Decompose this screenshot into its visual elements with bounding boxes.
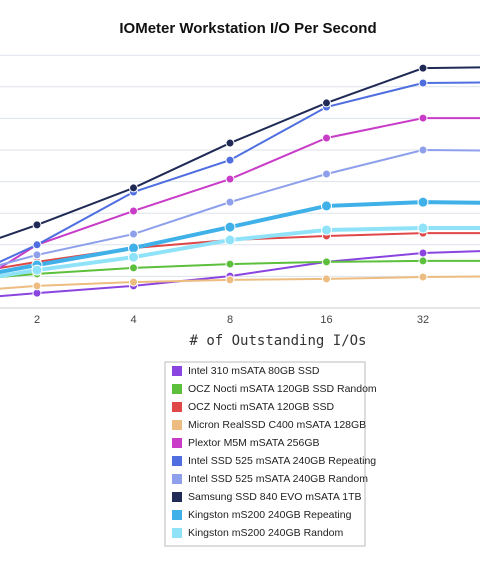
legend-label: Samsung SSD 840 EVO mSATA 1TB	[188, 491, 362, 503]
legend-label: OCZ Nocti mSATA 120GB SSD Random	[188, 383, 377, 395]
x-tick-label: 32	[417, 314, 429, 326]
x-tick-label: 2	[34, 314, 40, 326]
data-point	[417, 196, 429, 208]
data-point	[418, 113, 428, 123]
legend-swatch	[172, 474, 182, 484]
legend-swatch	[172, 456, 182, 466]
data-point	[32, 281, 42, 291]
plot-area	[0, 54, 480, 298]
x-axis-title: # of Outstanding I/Os	[189, 333, 366, 349]
data-point	[225, 155, 235, 165]
data-point	[129, 183, 138, 193]
data-point	[32, 220, 42, 230]
legend-swatch	[172, 420, 182, 430]
data-point	[321, 200, 332, 212]
data-point	[129, 229, 138, 239]
data-point	[225, 275, 235, 285]
data-point	[321, 224, 332, 236]
data-point	[129, 263, 138, 273]
data-point	[224, 234, 236, 246]
legend-label: Intel 310 mSATA 80GB SSD	[188, 365, 320, 377]
legend-label: Micron RealSSD C400 mSATA 128GB	[188, 419, 366, 431]
legend-label: OCZ Nocti mSATA 120GB SSD	[188, 401, 334, 413]
legend-swatch	[172, 366, 182, 376]
data-point	[225, 259, 235, 269]
legend-swatch	[172, 510, 182, 520]
x-tick-label: 16	[320, 314, 332, 326]
data-point	[322, 133, 331, 143]
legend-swatch	[172, 492, 182, 502]
data-point	[32, 250, 42, 260]
data-point	[418, 248, 428, 258]
data-point	[225, 174, 235, 184]
data-point	[225, 197, 235, 207]
chart-title: IOMeter Workstation I/O Per Second	[119, 20, 376, 37]
legend-label: Intel SSD 525 mSATA 240GB Random	[188, 473, 368, 485]
data-point	[129, 277, 138, 287]
legend	[164, 361, 366, 547]
legend-swatch	[172, 384, 182, 394]
data-point	[224, 221, 236, 233]
data-point	[129, 206, 138, 216]
legend-label: Kingston mS200 240GB Random	[188, 527, 344, 539]
data-point	[322, 274, 331, 284]
legend-swatch	[172, 438, 182, 448]
x-tick-label: 8	[227, 314, 233, 326]
data-point	[418, 78, 428, 88]
data-point	[322, 169, 331, 179]
data-point	[128, 251, 139, 263]
data-point	[418, 272, 428, 282]
data-point	[417, 222, 429, 234]
data-point	[322, 257, 331, 267]
data-point	[128, 242, 139, 254]
data-point	[418, 256, 428, 266]
data-point	[418, 145, 428, 155]
legend-swatch	[172, 528, 182, 538]
data-point	[32, 240, 42, 250]
data-point	[322, 98, 331, 108]
data-point	[225, 138, 235, 148]
legend-label: Plextor M5M mSATA 256GB	[188, 437, 320, 449]
data-point	[418, 63, 428, 73]
data-point	[31, 264, 43, 276]
legend-label: Kingston mS200 240GB Repeating	[188, 509, 352, 521]
legend-label: Intel SSD 525 mSATA 240GB Repeating	[188, 455, 376, 467]
x-tick-label: 4	[130, 314, 136, 326]
legend-swatch	[172, 402, 182, 412]
